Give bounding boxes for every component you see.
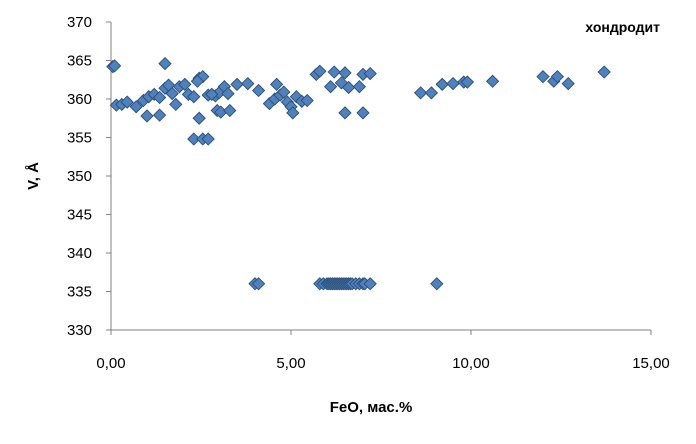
data-point [413, 86, 428, 100]
data-point [223, 103, 237, 118]
x-tick-label: 15,00 [632, 355, 670, 372]
y-tick-label: 335 [67, 284, 92, 301]
data-point [201, 132, 215, 146]
y-axis-ticks: 330 335 340 345 350 355 360 365 370 [67, 14, 111, 339]
data-point [251, 277, 266, 291]
data-point [460, 75, 475, 89]
x-axis-ticks: 0,00 5,00 10,00 15,00 [96, 330, 670, 372]
data-point [221, 86, 235, 101]
data-point [152, 108, 167, 122]
x-axis-title: FeO, мас.% [330, 399, 413, 416]
x-tick-label: 5,00 [276, 355, 305, 372]
y-tick-label: 345 [67, 207, 92, 224]
data-point [120, 95, 134, 109]
data-point [251, 83, 266, 98]
x-tick-label: 0,00 [96, 355, 125, 372]
data-point [327, 65, 341, 79]
data-point [205, 87, 219, 102]
data-point [363, 66, 377, 81]
data-point [341, 80, 356, 95]
data-point [536, 70, 550, 84]
data-point [363, 277, 377, 291]
chart-title: хондродит [585, 19, 660, 35]
data-point [169, 97, 183, 112]
data-point [187, 132, 201, 146]
data-point [597, 65, 611, 79]
data-point [107, 59, 122, 73]
plot-area: 0,00 5,00 10,00 15,00 330 335 340 345 350 355 360… [67, 14, 670, 372]
data-point [129, 100, 143, 114]
data-point [356, 106, 370, 120]
data-point [187, 90, 201, 104]
data-point [241, 76, 255, 91]
data-point [190, 74, 205, 88]
y-tick-label: 355 [67, 130, 92, 147]
data-point [446, 76, 460, 91]
y-tick-label: 340 [67, 245, 92, 262]
y-tick-label: 365 [67, 53, 92, 70]
data-point [323, 80, 338, 94]
data-point [158, 56, 172, 71]
data-point [424, 86, 439, 100]
data-point [140, 109, 154, 123]
data-point [430, 277, 444, 291]
data-point [286, 106, 300, 120]
data-point [165, 86, 179, 101]
y-tick-label: 330 [67, 322, 92, 339]
data-point [338, 66, 352, 80]
y-tick-label: 350 [67, 168, 92, 185]
data-point [485, 74, 500, 88]
data-point [550, 70, 565, 84]
x-tick-label: 10,00 [452, 355, 490, 372]
data-point [313, 64, 327, 78]
data-point [230, 77, 244, 92]
data-points [106, 56, 611, 291]
data-point [435, 77, 449, 92]
data-point [561, 76, 575, 91]
y-axis-title: V, Å [25, 162, 42, 190]
data-point [352, 80, 367, 94]
data-point [192, 111, 206, 125]
data-point [277, 85, 291, 99]
data-point [178, 77, 192, 92]
y-tick-label: 370 [67, 14, 92, 31]
data-point [269, 77, 284, 92]
data-point [152, 90, 167, 105]
data-point [300, 93, 314, 108]
y-tick-label: 360 [67, 91, 92, 108]
data-point [338, 106, 352, 120]
